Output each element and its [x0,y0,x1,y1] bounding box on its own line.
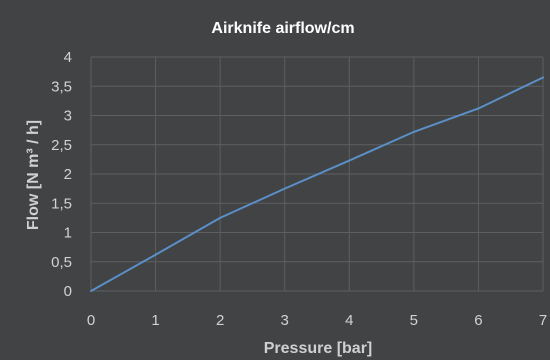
chart-title: Airknife airflow/cm [211,20,354,37]
x-tick-label: 2 [216,312,224,329]
x-tick-label: 1 [151,312,159,329]
x-tick-label: 6 [474,312,482,329]
y-tick-label: 0,5 [51,254,72,271]
x-axis-ticks: 0 1 2 3 4 5 6 7 [87,312,547,329]
y-tick-label: 3,5 [51,78,72,95]
series-lines [90,76,544,292]
x-tick-label: 0 [87,312,95,329]
y-axis-ticks: 0 0,5 1 1,5 2 2,5 3 3,5 4 [51,49,72,300]
y-tick-label: 2 [64,166,72,183]
x-axis-title: Pressure [bar] [264,340,373,357]
x-tick-label: 4 [345,312,353,329]
y-tick-label: 3 [64,108,72,125]
y-axis-title: Flow [N m³ / h] [25,120,42,230]
x-tick-label: 7 [539,312,547,329]
y-tick-label: 1 [64,225,72,242]
y-tick-label: 1,5 [51,195,72,212]
series-line [90,76,544,292]
x-tick-label: 5 [410,312,418,329]
y-tick-label: 2,5 [51,137,72,154]
y-tick-label: 4 [64,49,72,66]
y-tick-label: 0 [64,283,72,300]
x-tick-label: 3 [281,312,289,329]
